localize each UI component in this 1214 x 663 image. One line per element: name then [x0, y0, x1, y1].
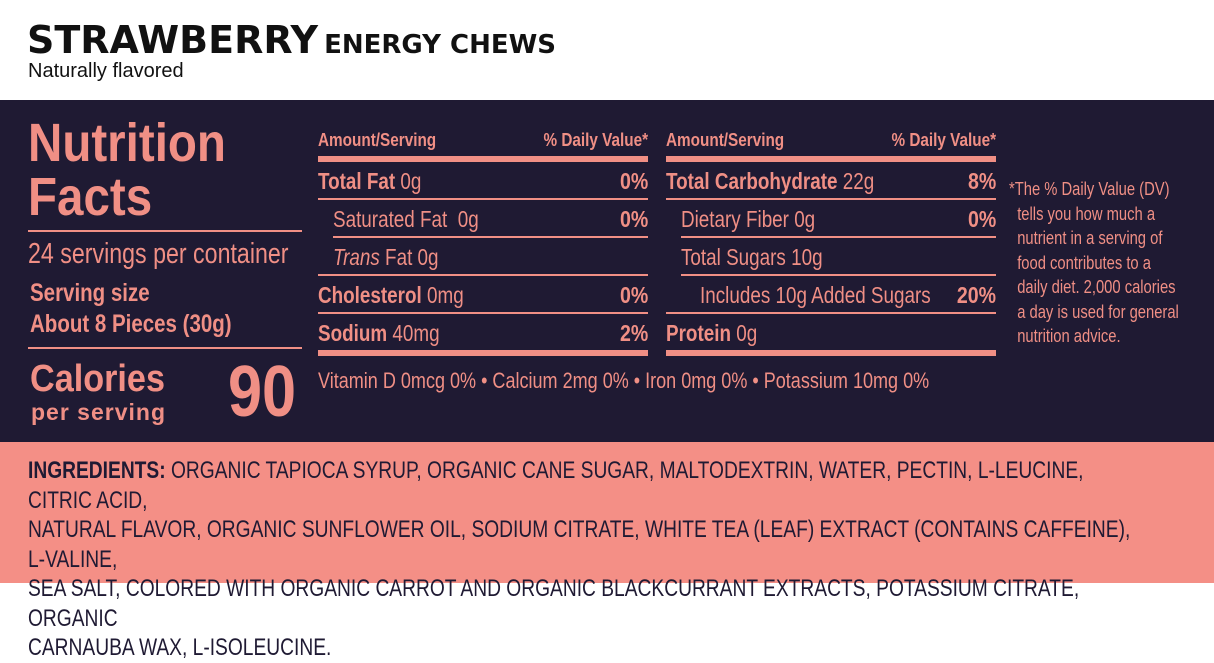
- nutrient-row-cholesterol: Cholesterol 0mg 0%: [318, 276, 648, 314]
- dv-header: % Daily Value*: [891, 130, 996, 150]
- nutrient-row-total-carbohydrate: Total Carbohydrate 22g 8%: [666, 162, 996, 200]
- serving-size: Serving size About 8 Pieces (30g): [30, 278, 232, 340]
- nutrition-facts-title: Nutrition Facts: [28, 116, 226, 224]
- divider: [28, 230, 302, 232]
- nutrient-column-right: Amount/Serving % Daily Value* Total Carb…: [666, 130, 996, 356]
- title-line-1: Nutrition: [28, 113, 226, 173]
- nutrient-row-sodium: Sodium 40mg 2%: [318, 320, 648, 346]
- daily-value-footnote: *The % Daily Value (DV) tells you how mu…: [1009, 179, 1179, 346]
- product-title: STRAWBERRY ENERGY CHEWS: [27, 18, 556, 62]
- serving-size-value: About 8 Pieces (30g): [30, 310, 232, 338]
- product-name: ENERGY CHEWS: [324, 30, 557, 60]
- nutrient-row-trans-fat: Trans Fat 0g: [318, 238, 648, 276]
- divider: [28, 347, 302, 349]
- nutrient-row-protein: Protein 0g: [666, 320, 758, 346]
- nutrient-row-total-fat: Total Fat 0g 0%: [318, 162, 648, 200]
- thick-divider: [666, 156, 996, 162]
- amount-header: Amount/Serving: [318, 130, 437, 150]
- serving-size-label: Serving size: [30, 279, 150, 307]
- flavor-name: STRAWBERRY: [27, 18, 319, 62]
- thick-divider: [318, 156, 648, 162]
- nutrition-facts-panel: Nutrition Facts 24 servings per containe…: [0, 100, 1214, 442]
- nutrient-row-saturated-fat: Saturated Fat 0g 0%: [318, 200, 648, 238]
- vitamins-minerals-line: Vitamin D 0mcg 0% • Calcium 2mg 0% • Iro…: [318, 368, 930, 393]
- thick-divider: [666, 350, 996, 356]
- nutrient-row-dietary-fiber: Dietary Fiber 0g 0%: [666, 200, 996, 238]
- nutrient-row-total-sugars: Total Sugars 10g: [666, 238, 996, 276]
- title-line-2: Facts: [28, 167, 153, 227]
- amount-header: Amount/Serving: [666, 130, 785, 150]
- product-header: STRAWBERRY ENERGY CHEWS Naturally flavore…: [0, 0, 1214, 100]
- product-subtitle: Naturally flavored: [28, 60, 184, 82]
- ingredients-text: INGREDIENTS: ORGANIC TAPIOCA SYRUP, ORGA…: [28, 457, 1131, 661]
- ingredients-panel: INGREDIENTS: ORGANIC TAPIOCA SYRUP, ORGA…: [0, 442, 1214, 661]
- nutrient-column-left: Amount/Serving % Daily Value* Total Fat …: [318, 130, 648, 356]
- dv-header: % Daily Value*: [543, 130, 648, 150]
- calories-per-serving: per serving: [31, 399, 166, 425]
- calories-label: Calories: [30, 358, 165, 400]
- nutrient-row-added-sugars: Includes 10g Added Sugars 20%: [666, 276, 996, 314]
- thick-divider: [318, 350, 648, 356]
- column-header: Amount/Serving % Daily Value*: [666, 130, 996, 156]
- servings-per-container: 24 servings per container: [28, 238, 289, 270]
- column-header: Amount/Serving % Daily Value*: [318, 130, 648, 156]
- ingredients-label: INGREDIENTS:: [28, 457, 166, 484]
- calories-value: 90: [228, 352, 297, 432]
